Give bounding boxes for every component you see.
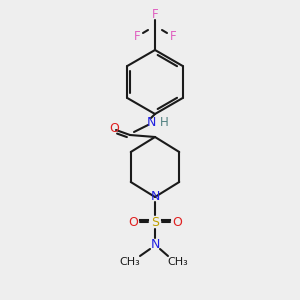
Text: O: O xyxy=(109,122,119,134)
Text: F: F xyxy=(170,29,176,43)
Text: F: F xyxy=(152,8,158,20)
Text: O: O xyxy=(128,215,138,229)
Text: H: H xyxy=(160,116,168,128)
Text: N: N xyxy=(146,116,156,128)
Text: N: N xyxy=(150,238,160,251)
Text: O: O xyxy=(172,215,182,229)
Text: CH₃: CH₃ xyxy=(168,257,188,267)
Text: S: S xyxy=(151,215,159,229)
Text: F: F xyxy=(134,29,140,43)
Text: CH₃: CH₃ xyxy=(120,257,140,267)
Text: N: N xyxy=(150,190,160,203)
